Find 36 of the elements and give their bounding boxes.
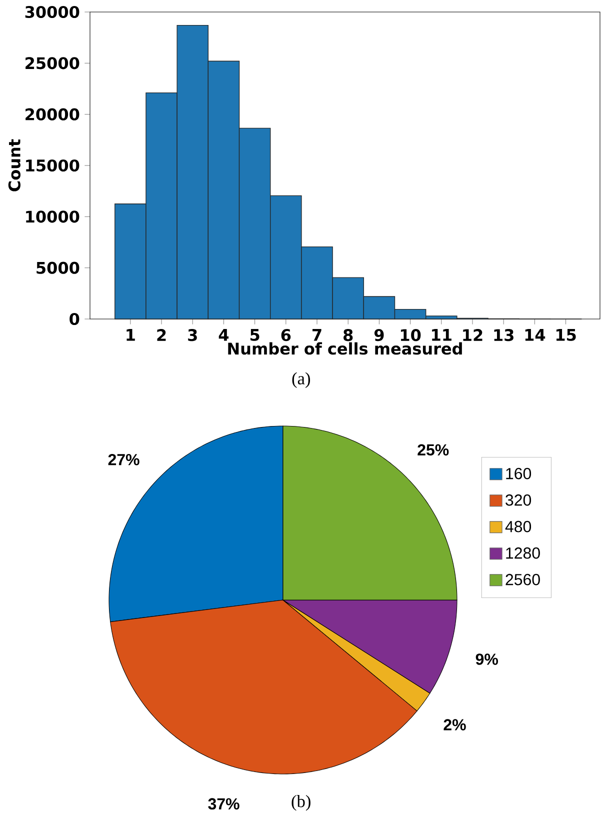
data-label: 25% (418, 444, 449, 456)
x-tick-label: 11 (432, 329, 452, 341)
x-tick-label: 6 (281, 329, 291, 342)
legend-label: 480 (505, 520, 532, 532)
legend-label: 320 (506, 494, 532, 506)
x-tick-label: 7 (312, 329, 322, 341)
x-tick-label: 1 (126, 329, 135, 341)
x-tick-label: 13 (494, 329, 514, 342)
legend-label: 1280 (506, 547, 540, 559)
y-axis-title: Count (8, 139, 20, 192)
y-tick-label: 5000 (36, 262, 80, 274)
x-tick-label: 5 (250, 329, 260, 341)
data-label: 2% (444, 719, 466, 730)
x-tick-label: 4 (218, 329, 229, 341)
x-tick-label: 8 (344, 329, 353, 342)
x-tick-label: 15 (556, 329, 576, 341)
text: (b) (292, 795, 310, 811)
x-tick-label: 14 (525, 329, 546, 341)
y-tick-label: 10000 (26, 210, 80, 223)
y-tick-label: 0 (70, 312, 80, 326)
legend-label: 2560 (506, 574, 540, 586)
data-label: 37% (208, 798, 240, 810)
legend-label: 160 (506, 468, 532, 480)
data-label: 27% (108, 454, 140, 466)
x-tick-label: 12 (463, 329, 482, 341)
y-tick-label: 25000 (26, 57, 80, 70)
text: (a) (292, 372, 310, 388)
x-tick-label: 2 (157, 329, 166, 341)
y-tick-label: 15000 (26, 159, 80, 172)
x-axis-title: Number of cells measured (228, 342, 462, 355)
x-tick-label: 3 (188, 329, 197, 342)
data-label: 9% (476, 654, 498, 665)
x-tick-label: 10 (400, 329, 421, 342)
x-tick-label: 9 (374, 329, 384, 342)
y-tick-label: 20000 (26, 108, 80, 120)
y-tick-label: 30000 (25, 6, 80, 18)
